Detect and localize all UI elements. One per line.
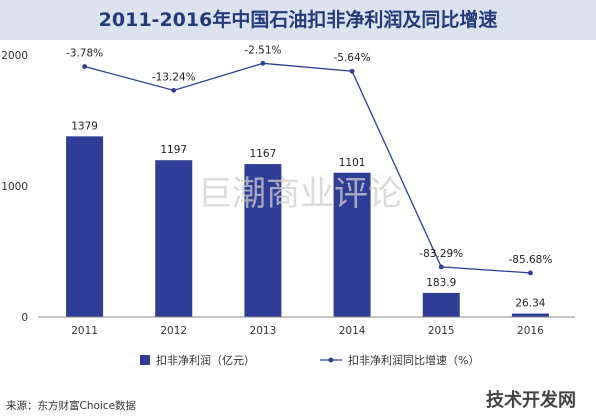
x-axis: 2011 2012 2013 2014 2015 2016 — [38, 316, 575, 337]
line-value-label: -5.64% — [334, 52, 371, 64]
chart-title: 2011-2016年中国石油扣非净利润及同比增速 — [98, 9, 498, 31]
bar — [244, 164, 282, 317]
legend-label-bar: 扣非净利润（亿元） — [156, 353, 255, 367]
y-axis: 0 1000 2000 — [1, 50, 28, 324]
line-value-label: -3.78% — [66, 48, 103, 60]
x-tick-label: 2015 — [428, 325, 455, 337]
y-tick-label: 2000 — [1, 50, 28, 62]
line-point — [438, 264, 444, 270]
line-point — [171, 87, 177, 93]
legend-label-line: 扣非净利润同比增速（%） — [348, 353, 479, 367]
line-point — [528, 270, 533, 276]
brand-logo-text: 技术开发网 — [486, 390, 576, 411]
bar — [422, 292, 460, 317]
line-value-label: -13.24% — [152, 71, 196, 83]
line-point — [82, 64, 87, 69]
x-tick-label: 2014 — [339, 325, 366, 337]
legend-swatch-marker — [328, 357, 334, 363]
bar-series: 1379 1197 1167 1101 183.9 26.34 — [66, 120, 549, 317]
bar-value-label: 1379 — [71, 120, 98, 132]
watermark: 巨潮商业评论 — [198, 174, 402, 214]
bar-value-label: 1167 — [250, 148, 277, 160]
source-note: 来源：东方财富Choice数据 — [6, 400, 137, 412]
bar — [155, 160, 193, 317]
x-tick-label: 2012 — [160, 325, 187, 337]
legend: 扣非净利润（亿元） 扣非净利润同比增速（%） — [140, 353, 479, 367]
bar-value-label: 1197 — [160, 144, 187, 156]
line-point — [349, 68, 355, 74]
x-tick-label: 2013 — [250, 325, 277, 337]
bar — [66, 136, 104, 317]
bar-value-label: 1101 — [339, 157, 366, 169]
x-tick-label: 2016 — [517, 325, 544, 337]
x-tick-label: 2011 — [71, 325, 98, 337]
legend-swatch-bar — [140, 355, 150, 365]
line-series: -3.78% -13.24% -2.51% -5.64% -83.29% -85.68% — [66, 44, 553, 276]
bar — [511, 313, 549, 317]
y-tick-label: 1000 — [1, 181, 28, 193]
line-value-label: -2.51% — [244, 44, 281, 56]
line-value-label: -85.68% — [509, 254, 553, 266]
line-path — [84, 62, 531, 274]
bar — [333, 172, 371, 317]
chart-area: 0 1000 2000 1379 1197 1167 1101 183.9 26.34 201… — [1, 44, 575, 367]
title-band — [0, 0, 596, 40]
bar-value-label: 183.9 — [426, 277, 456, 289]
line-point — [260, 60, 266, 66]
line-value-label: -83.29% — [419, 248, 463, 260]
bar-value-label: 26.34 — [515, 298, 545, 310]
y-tick-label: 0 — [21, 312, 28, 324]
